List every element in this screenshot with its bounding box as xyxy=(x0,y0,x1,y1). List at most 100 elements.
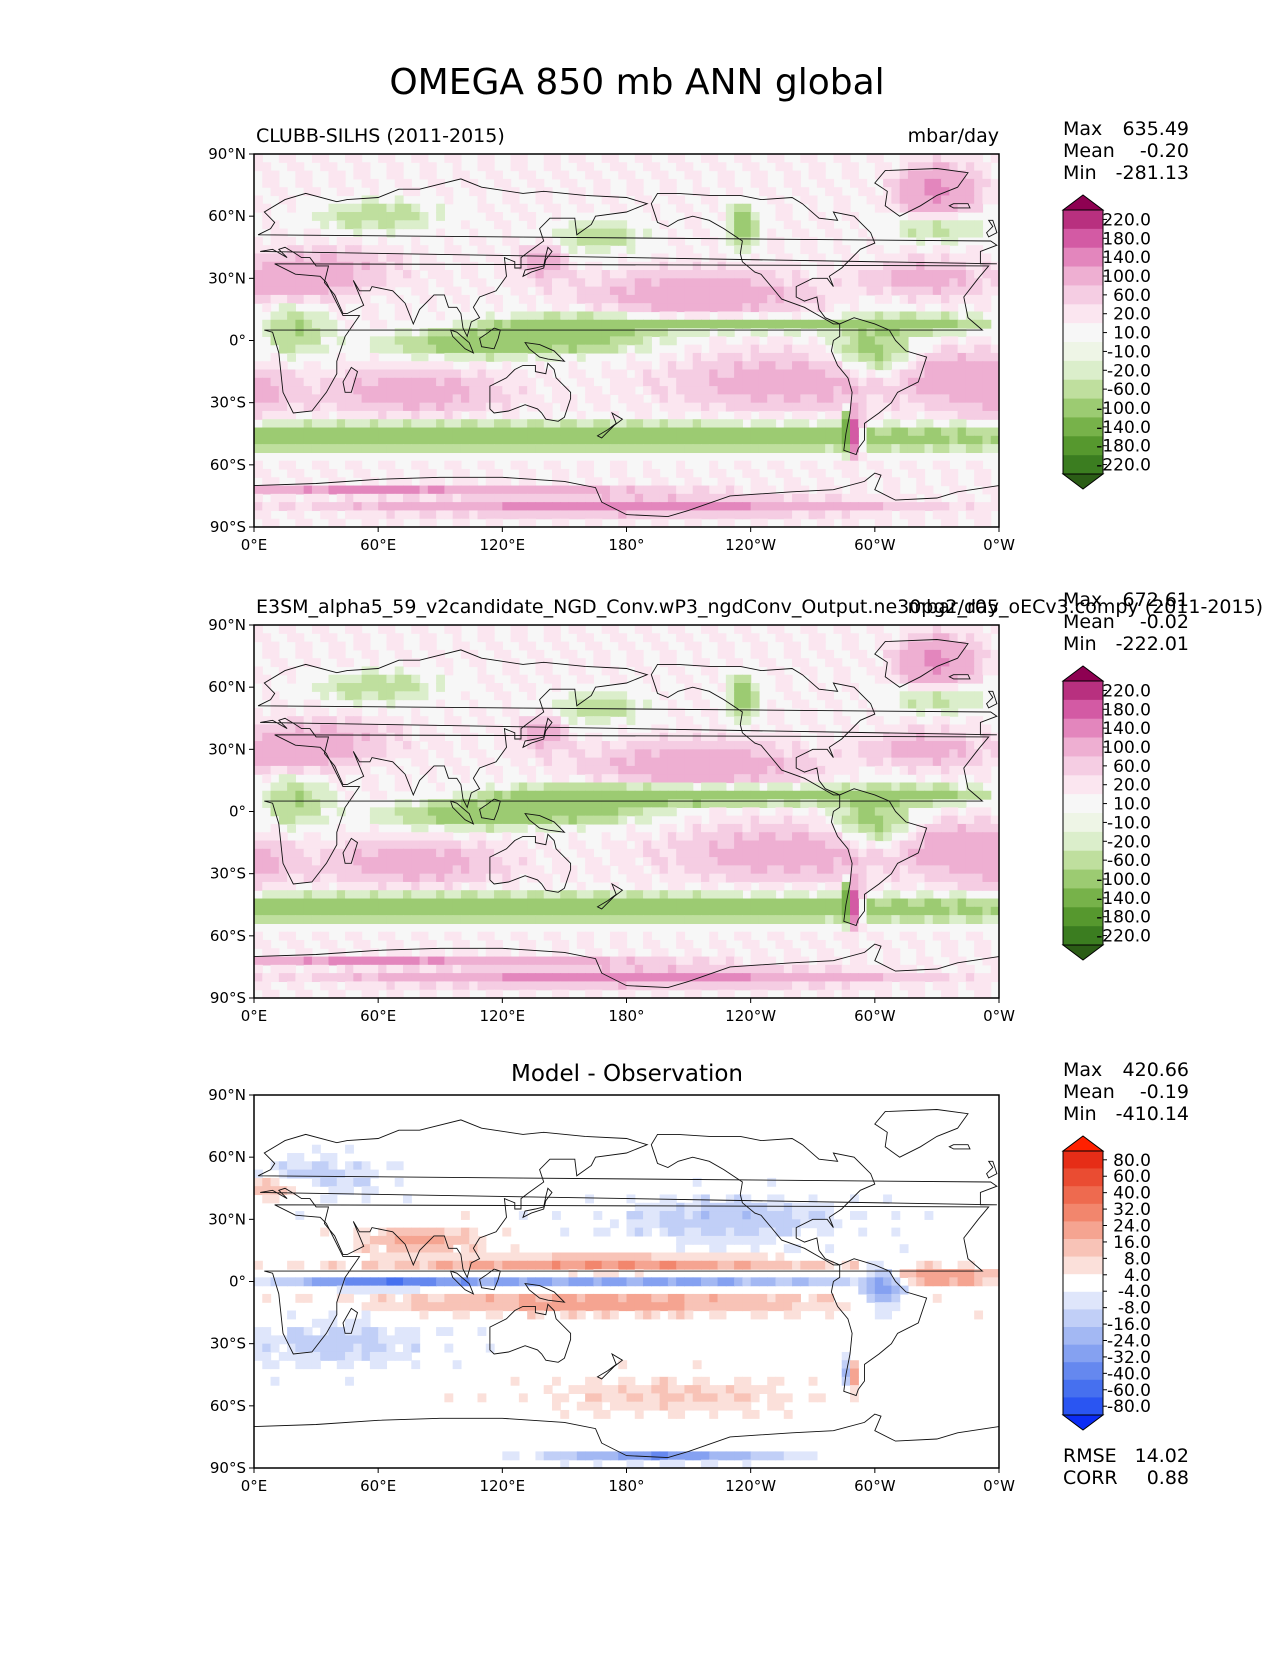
map-cell xyxy=(577,270,586,279)
map-cell xyxy=(842,766,851,775)
map-cell xyxy=(320,237,329,246)
map-cell xyxy=(875,741,884,750)
map-cell xyxy=(453,162,462,171)
map-cell xyxy=(511,633,520,642)
map-cell xyxy=(635,361,644,370)
map-cell xyxy=(660,428,669,437)
map-cell xyxy=(577,220,586,229)
map-cell xyxy=(461,262,470,271)
map-cell xyxy=(519,749,528,758)
map-cell xyxy=(428,386,437,395)
map-cell xyxy=(643,411,652,420)
map-cell xyxy=(618,758,627,767)
map-cell xyxy=(784,865,793,874)
map-cell xyxy=(378,675,387,684)
map-cell xyxy=(933,791,942,800)
map-cell xyxy=(577,782,586,791)
map-cell xyxy=(742,411,751,420)
map-cell xyxy=(602,370,611,379)
map-cell xyxy=(726,502,735,511)
map-cell xyxy=(386,675,395,684)
map-cell xyxy=(585,204,594,213)
map-cell xyxy=(958,220,967,229)
map-cell xyxy=(676,262,685,271)
map-cell xyxy=(502,865,511,874)
map-cell xyxy=(809,675,818,684)
map-cell xyxy=(825,378,834,387)
map-cell xyxy=(817,874,826,883)
map-cell xyxy=(916,386,925,395)
x-tick-label: 120°W xyxy=(725,536,776,554)
map-cell xyxy=(329,857,338,866)
map-cell xyxy=(436,378,445,387)
map-cell xyxy=(966,716,975,725)
map-cell xyxy=(618,849,627,858)
map-cell xyxy=(461,841,470,850)
map-cell xyxy=(817,741,826,750)
map-cell xyxy=(519,353,528,362)
map-cell xyxy=(478,353,487,362)
map-cell xyxy=(684,841,693,850)
map-cell xyxy=(883,345,892,354)
map-cell xyxy=(751,295,760,304)
map-cell xyxy=(395,502,404,511)
map-cell xyxy=(676,782,685,791)
map-cell xyxy=(660,262,669,271)
map-cell xyxy=(900,741,909,750)
map-cell xyxy=(552,303,561,312)
map-cell xyxy=(304,394,313,403)
map-cell xyxy=(436,394,445,403)
map-cell xyxy=(386,758,395,767)
map-cell xyxy=(469,394,478,403)
map-cell xyxy=(742,510,751,519)
map-cell xyxy=(295,345,304,354)
map-cell xyxy=(784,477,793,486)
map-cell xyxy=(569,320,578,329)
map-cell xyxy=(709,486,718,495)
map-cell xyxy=(535,749,544,758)
map-cell xyxy=(494,295,503,304)
map-cell xyxy=(552,494,561,503)
map-cell xyxy=(312,295,321,304)
map-cell xyxy=(941,361,950,370)
map-cell xyxy=(552,857,561,866)
map-cell xyxy=(792,824,801,833)
map-cell xyxy=(867,841,876,850)
map-cell xyxy=(337,658,346,667)
map-cell xyxy=(759,510,768,519)
map-cell xyxy=(370,832,379,841)
map-cell xyxy=(353,486,362,495)
map-cell xyxy=(569,841,578,850)
map-cell xyxy=(295,179,304,188)
map-cell xyxy=(850,295,859,304)
map-cell xyxy=(378,494,387,503)
map-cell xyxy=(395,295,404,304)
map-cell xyxy=(933,361,942,370)
map-cell xyxy=(900,849,909,858)
map-cell xyxy=(867,187,876,196)
map-cell xyxy=(718,378,727,387)
map-cell xyxy=(742,287,751,296)
map-cell xyxy=(420,154,429,163)
map-cell xyxy=(643,336,652,345)
map-cell xyxy=(767,262,776,271)
map-cell xyxy=(809,336,818,345)
map-cell xyxy=(709,278,718,287)
map-cell xyxy=(676,857,685,866)
map-cell xyxy=(883,469,892,478)
map-cell xyxy=(809,865,818,874)
colorbar-label: 10.0 xyxy=(1113,324,1151,344)
map-cell xyxy=(420,816,429,825)
map-cell xyxy=(436,874,445,883)
map-cell xyxy=(651,486,660,495)
map-cell xyxy=(287,782,296,791)
map-cell xyxy=(552,758,561,767)
map-cell xyxy=(304,486,313,495)
map-cell xyxy=(809,411,818,420)
panel-test-stats: Max 635.49 Mean -0.20 Min -281.13 xyxy=(1063,118,1189,184)
map-cell xyxy=(925,691,934,700)
map-cell xyxy=(800,486,809,495)
map-cell xyxy=(833,865,842,874)
map-cell xyxy=(751,320,760,329)
map-cell xyxy=(469,328,478,337)
